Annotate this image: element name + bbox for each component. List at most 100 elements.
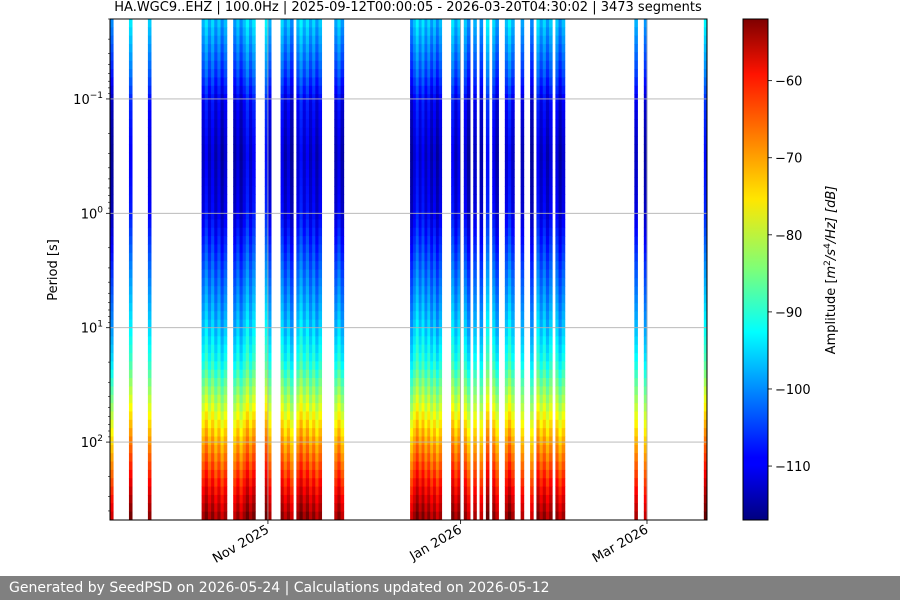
psd-cell: [236, 394, 240, 404]
psd-cell: [290, 403, 294, 412]
psd-cell: [542, 110, 547, 120]
psd-cell: [286, 219, 291, 229]
psd-cell: [454, 403, 458, 412]
psd-cell: [454, 344, 458, 354]
psd-cell: [504, 177, 509, 187]
psd-cell: [334, 60, 338, 70]
psd-cell: [485, 286, 490, 295]
psd-cell: [280, 160, 285, 170]
psd-cell: [248, 211, 253, 220]
psd-cell: [530, 236, 534, 245]
psd-cell: [451, 252, 455, 262]
psd-cell: [214, 144, 218, 153]
psd-cell: [236, 169, 240, 179]
psd-cell: [211, 127, 215, 137]
psd-cell: [539, 127, 544, 137]
psd-cell: [427, 494, 431, 504]
psd-cell: [290, 202, 294, 212]
psd-cell: [128, 35, 133, 45]
psd-cell: [305, 286, 310, 295]
psd-cell: [542, 386, 547, 396]
psd-cell: [236, 202, 240, 212]
psd-cell: [463, 394, 468, 404]
psd-cell: [340, 336, 345, 346]
psd-cell: [463, 436, 468, 446]
psd-cell: [204, 302, 209, 312]
psd-cell: [415, 177, 420, 187]
psd-cell: [201, 244, 206, 254]
psd-cell: [421, 319, 425, 329]
psd-cell: [466, 403, 471, 412]
psd-cell: [302, 244, 307, 254]
psd-cell: [340, 369, 345, 379]
psd-cell: [248, 286, 253, 295]
psd-cell: [248, 453, 253, 462]
psd-cell: [242, 211, 247, 220]
psd-cell: [252, 444, 256, 454]
psd-cell: [424, 219, 428, 229]
psd-cell: [561, 494, 566, 504]
psd-cell: [305, 160, 310, 170]
psd-cell: [479, 461, 484, 471]
psd-cell: [337, 336, 341, 346]
psd-cell: [542, 19, 547, 28]
psd-cell: [245, 144, 250, 153]
x-tick-label: Jan 2026: [407, 522, 465, 564]
psd-cell: [223, 503, 228, 513]
psd-cell: [207, 202, 212, 212]
psd-cell: [558, 494, 563, 504]
psd-cell: [485, 211, 490, 220]
psd-cell: [223, 27, 228, 37]
psd-cell: [495, 211, 499, 220]
psd-cell: [473, 369, 477, 379]
psd-cell: [220, 336, 225, 346]
psd-cell: [542, 319, 547, 329]
psd-cell: [245, 85, 250, 95]
psd-cell: [128, 252, 133, 262]
psd-cell: [430, 177, 434, 187]
psd-cell: [424, 319, 428, 329]
psd-cell: [110, 453, 114, 462]
psd-cell: [424, 236, 428, 245]
psd-cell: [473, 444, 477, 454]
psd-cell: [454, 19, 458, 28]
psd-cell: [561, 119, 566, 128]
psd-cell: [418, 252, 422, 262]
psd-cell: [418, 135, 422, 145]
psd-cell: [549, 369, 553, 379]
psd-cell: [280, 302, 285, 312]
psd-cell: [214, 361, 218, 371]
psd-cell: [479, 127, 484, 137]
psd-cell: [511, 169, 515, 179]
psd-cell: [530, 428, 534, 437]
psd-cell: [128, 269, 133, 279]
psd-cell: [479, 344, 484, 354]
psd-cell: [435, 261, 440, 270]
psd-cell: [318, 353, 323, 362]
psd-cell: [245, 119, 250, 128]
psd-cell: [217, 336, 221, 346]
psd-cell: [340, 35, 345, 45]
psd-cell: [530, 286, 534, 295]
psd-cell: [634, 177, 638, 187]
psd-cell: [410, 102, 414, 112]
psd-cell: [248, 436, 253, 446]
psd-cell: [236, 311, 240, 320]
psd-cell: [545, 369, 550, 379]
psd-cell: [252, 261, 256, 270]
psd-cell: [204, 19, 209, 28]
psd-cell: [207, 461, 212, 471]
psd-cell: [312, 177, 316, 187]
psd-cell: [290, 461, 294, 471]
psd-cell: [302, 369, 307, 379]
psd-cell: [634, 144, 638, 153]
psd-cell: [334, 444, 338, 454]
psd-cell: [290, 302, 294, 312]
psd-cell: [318, 160, 323, 170]
psd-cell: [245, 252, 250, 262]
psd-cell: [334, 160, 338, 170]
psd-cell: [520, 269, 525, 279]
psd-cell: [337, 269, 341, 279]
colorbar-ticks: −60−70−80−90−100−110: [768, 75, 811, 475]
psd-cell: [555, 486, 559, 496]
